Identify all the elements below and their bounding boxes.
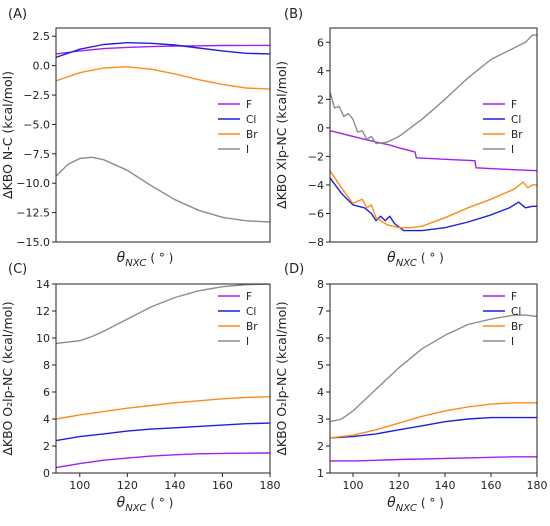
y-tick-label: −7.5 [23, 148, 50, 161]
y-tick-label: 14 [36, 278, 50, 291]
y-tick-label: 2.5 [33, 30, 51, 43]
panel-label: (C) [8, 262, 27, 277]
legend-label: Br [246, 129, 258, 141]
series-line-cl [56, 422, 270, 442]
x-tick-label: 180 [260, 479, 281, 492]
y-tick-label: −8 [308, 236, 324, 249]
panel-a: (A) 2.5 0.0 −2.5 −5.0 −7.5 −10.0 −12.5 −15.0 θNXC… [0, 7, 271, 269]
y-tick-label: 2 [317, 93, 324, 106]
y-tick-label: 4 [317, 386, 324, 399]
y-tick-label: −15.0 [16, 236, 50, 249]
x-tick-label: 120 [117, 479, 138, 492]
series-line-f [330, 130, 537, 172]
y-axis-label: ΔKBO O₂lp-NC (kcal/mol) [274, 301, 289, 455]
legend-label: F [511, 99, 517, 111]
y-tick-label: −2 [308, 150, 324, 163]
x-tick-label: 100 [69, 479, 90, 492]
y-tick-label: 2 [43, 440, 50, 453]
series-line-cl [330, 416, 537, 439]
series-line-i [330, 314, 537, 423]
legend-label: Br [246, 321, 258, 333]
y-tick-label: 7 [317, 305, 324, 318]
y-tick-label: 5 [317, 359, 324, 372]
y-tick-label: 1 [317, 467, 324, 480]
legend-label: I [246, 336, 249, 348]
y-tick-label: 0.0 [33, 60, 51, 73]
legend-label: F [246, 291, 252, 303]
y-tick-label: −2.5 [23, 89, 50, 102]
y-tick-label: 12 [36, 305, 50, 318]
y-tick-label: −12.5 [16, 207, 50, 220]
y-tick-label: 3 [317, 413, 324, 426]
x-tick-label: 120 [389, 479, 410, 492]
x-axis-label: θNXC( ° ) [387, 495, 444, 514]
y-tick-label: −5.0 [23, 118, 50, 131]
panel-label: (B) [284, 7, 303, 22]
legend-label: Cl [246, 114, 256, 126]
series-line-i [56, 284, 270, 345]
legend: F Cl Br I [218, 99, 258, 156]
series-line-i [56, 156, 270, 223]
y-axis-label: ΔKBO N-C (kcal/mol) [0, 71, 15, 199]
series-line-br [56, 396, 270, 420]
panel-d: (D) 1 2 3 4 5 6 7 8 100 120 140 160 180 θNXC( ° ) ΔKBO … [274, 262, 548, 514]
y-axis-label: ΔKBO Xlp-NC (kcal/mol) [274, 61, 289, 209]
panel-b: (B) 6 4 2 0 −2 −4 −6 −8 θNXC( ° ) ΔKBO Xlp-NC (kca… [274, 7, 538, 269]
axes-frame [329, 27, 538, 243]
legend-label: F [511, 291, 517, 303]
legend: F Cl Br I [483, 291, 523, 348]
series-line-br [330, 170, 537, 229]
legend-label: F [246, 99, 252, 111]
series-line-f [56, 452, 270, 469]
legend-label: I [246, 144, 249, 156]
y-tick-label: 6 [43, 386, 50, 399]
y-tick-label: 8 [317, 278, 324, 291]
legend-label: I [511, 144, 514, 156]
series-line-br [330, 402, 537, 439]
legend: F Cl Br I [218, 291, 258, 348]
y-tick-label: 6 [317, 332, 324, 345]
y-tick-label: 4 [317, 65, 324, 78]
panel-label: (A) [8, 7, 27, 22]
y-axis-label: ΔKBO O₂lp-NC (kcal/mol) [0, 301, 15, 455]
legend-label: Br [511, 321, 523, 333]
y-tick-label: 0 [43, 467, 50, 480]
axes-frame [55, 27, 271, 243]
series-line-cl [56, 42, 270, 59]
y-tick-label: 0 [317, 122, 324, 135]
y-tick-label: −4 [308, 179, 324, 192]
axes-frame [55, 283, 271, 474]
legend-label: Cl [246, 306, 256, 318]
series-line-br [56, 66, 270, 90]
y-tick-label: −10.0 [16, 177, 50, 190]
y-tick-label: −6 [308, 207, 324, 220]
x-axis-label: θNXC( ° ) [117, 495, 174, 514]
legend-label: Cl [511, 114, 521, 126]
axes-frame [329, 283, 538, 474]
legend: F Cl Br I [483, 99, 523, 156]
x-tick-label: 180 [527, 479, 548, 492]
y-tick-label: 10 [36, 332, 50, 345]
x-tick-label: 100 [343, 479, 364, 492]
legend-label: I [511, 336, 514, 348]
x-tick-label: 160 [212, 479, 233, 492]
series-line-f [330, 456, 537, 462]
y-tick-label: 6 [317, 36, 324, 49]
y-tick-label: 4 [43, 413, 50, 426]
y-tick-label: 8 [43, 359, 50, 372]
y-tick-label: 2 [317, 440, 324, 453]
x-axis-label: θNXC( ° ) [117, 250, 174, 269]
series-line-f [56, 44, 270, 55]
series-line-i [330, 34, 537, 145]
x-axis-label: θNXC( ° ) [387, 250, 444, 269]
legend-label: Cl [511, 306, 521, 318]
x-tick-label: 140 [164, 479, 185, 492]
x-tick-label: 140 [435, 479, 456, 492]
panel-label: (D) [284, 262, 304, 277]
x-tick-label: 160 [481, 479, 502, 492]
panel-c: (C) 0 2 4 6 8 10 12 14 100 120 140 160 180 θNXC( ° ) ΔK… [0, 262, 281, 514]
legend-label: Br [511, 129, 523, 141]
